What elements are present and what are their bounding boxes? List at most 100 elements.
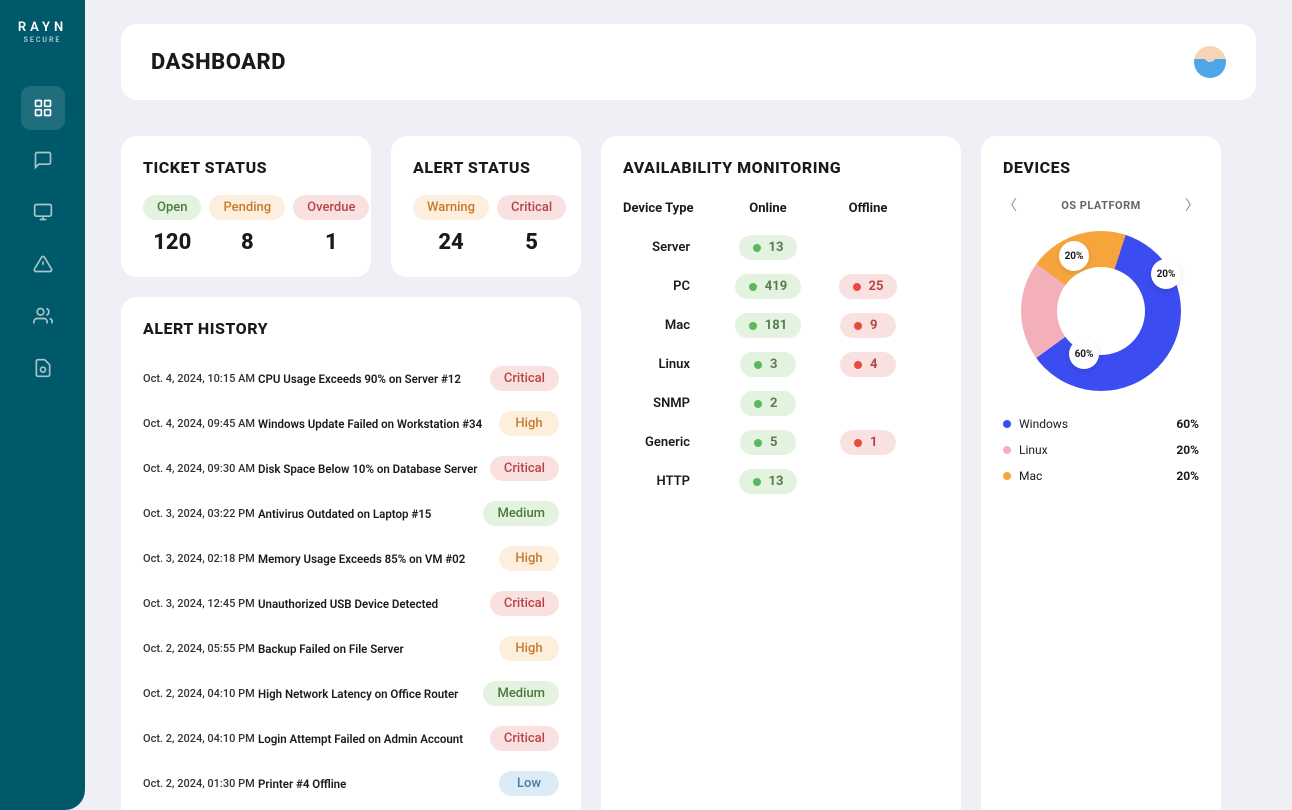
history-msg: High Network Latency on Office Router <box>258 687 483 701</box>
history-date: Oct. 4, 2024, 10:15 AM <box>143 372 258 385</box>
avail-head-online: Online <box>718 201 818 216</box>
avail-row-snmp: SNMP 2 <box>623 384 939 423</box>
legend-pct: 20% <box>1176 469 1199 483</box>
history-msg: CPU Usage Exceeds 90% on Server #12 <box>258 372 490 386</box>
online-pill: 181 <box>735 313 801 338</box>
legend-row-linux: Linux 20% <box>1003 437 1199 463</box>
history-severity: Low <box>499 771 559 796</box>
history-row[interactable]: Oct. 3, 2024, 03:22 PMAntivirus Outdated… <box>143 491 559 536</box>
online-pill: 3 <box>740 352 796 377</box>
alert-history-card: ALERT HISTORY Oct. 4, 2024, 10:15 AMCPU … <box>121 297 581 810</box>
brand-name: RAYN <box>18 20 67 36</box>
nav-document-icon[interactable] <box>21 346 65 390</box>
ticket-col-open: Open 120 <box>143 195 201 255</box>
history-row[interactable]: Oct. 3, 2024, 02:18 PMMemory Usage Excee… <box>143 536 559 581</box>
ticket-col-pending: Pending 8 <box>209 195 285 255</box>
ticket-col-overdue: Overdue1 <box>293 195 369 255</box>
donut-bubble: 20% <box>1059 241 1089 271</box>
dot-offline-icon <box>854 439 862 447</box>
history-row[interactable]: Oct. 2, 2024, 01:30 PMPrinter #4 Offline… <box>143 761 559 806</box>
legend-pct: 20% <box>1176 443 1199 457</box>
nav-monitor-icon[interactable] <box>21 190 65 234</box>
online-pill: 419 <box>735 274 801 299</box>
history-row[interactable]: Oct. 4, 2024, 09:30 AMDisk Space Below 1… <box>143 446 559 491</box>
ticket-value: 120 <box>153 230 191 255</box>
donut-ring <box>1021 231 1181 391</box>
legend-row-windows: Windows 60% <box>1003 411 1199 437</box>
avail-type: Server <box>623 240 718 255</box>
ticket-status-title: TICKET STATUS <box>143 158 349 177</box>
ticket-label: Overdue <box>293 195 369 220</box>
history-row[interactable]: Oct. 2, 2024, 04:10 PMLogin Attempt Fail… <box>143 716 559 761</box>
history-date: Oct. 2, 2024, 04:10 PM <box>143 732 258 745</box>
alert-status-title: ALERT STATUS <box>413 158 559 177</box>
offline-pill: 9 <box>840 313 896 338</box>
legend-label: Linux <box>1019 443 1048 457</box>
availability-title: AVAILABILITY MONITORING <box>623 158 939 177</box>
chart-next-icon[interactable]: 〉 <box>1185 195 1199 215</box>
avatar[interactable] <box>1194 46 1226 78</box>
availability-header: Device Type Online Offline <box>623 195 939 228</box>
ticket-value: 8 <box>241 230 254 255</box>
dot-online-icon <box>749 322 757 330</box>
offline-pill: 25 <box>839 274 898 299</box>
offline-pill: 1 <box>840 430 896 455</box>
devices-card: DEVICES 〈 OS PLATFORM 〉 20%20%60% Window… <box>981 136 1221 810</box>
history-msg: Windows Update Failed on Workstation #34 <box>258 417 499 431</box>
history-date: Oct. 2, 2024, 01:30 PM <box>143 777 258 790</box>
dot-online-icon <box>749 283 757 291</box>
nav-dashboard-icon[interactable] <box>21 86 65 130</box>
history-date: Oct. 3, 2024, 03:22 PM <box>143 507 258 520</box>
history-row[interactable]: Oct. 2, 2024, 05:55 PMBackup Failed on F… <box>143 626 559 671</box>
dot-offline-icon <box>854 322 862 330</box>
avail-row-linux: Linux34 <box>623 345 939 384</box>
alert-value: 5 <box>525 230 538 255</box>
history-row[interactable]: Oct. 4, 2024, 10:15 AMCPU Usage Exceeds … <box>143 356 559 401</box>
ticket-label: Open <box>143 195 201 220</box>
history-msg: Unauthorized USB Device Detected <box>258 597 490 611</box>
history-severity: Critical <box>490 456 559 481</box>
history-date: Oct. 4, 2024, 09:45 AM <box>143 417 258 430</box>
avail-type: HTTP <box>623 474 718 489</box>
history-row[interactable]: Oct. 2, 2024, 04:10 PMHigh Network Laten… <box>143 671 559 716</box>
avail-type: PC <box>623 279 718 294</box>
page-title: DASHBOARD <box>151 50 286 75</box>
legend-dot-icon <box>1003 472 1011 480</box>
nav-team-icon[interactable] <box>21 294 65 338</box>
page-header: DASHBOARD <box>121 24 1256 100</box>
legend-pct: 60% <box>1176 417 1199 431</box>
dot-online-icon <box>754 361 762 369</box>
alert-label: Warning <box>413 195 489 220</box>
donut-bubble: 20% <box>1151 259 1181 289</box>
history-severity: Critical <box>490 591 559 616</box>
avail-head-type: Device Type <box>623 201 718 216</box>
avail-row-generic: Generic51 <box>623 423 939 462</box>
avail-row-pc: PC 419 25 <box>623 267 939 306</box>
availability-card: AVAILABILITY MONITORING Device Type Onli… <box>601 136 961 810</box>
history-date: Oct. 3, 2024, 12:45 PM <box>143 597 258 610</box>
history-severity: High <box>499 546 559 571</box>
history-row[interactable]: Oct. 4, 2024, 09:45 AMWindows Update Fai… <box>143 401 559 446</box>
ticket-status-card: TICKET STATUS Open 120 Pending 8 Overdue1 <box>121 136 371 277</box>
ticket-label: Pending <box>209 195 285 220</box>
alert-col-warning: Warning24 <box>413 195 489 255</box>
avail-type: Linux <box>623 357 718 372</box>
online-pill: 5 <box>740 430 796 455</box>
history-date: Oct. 3, 2024, 02:18 PM <box>143 552 258 565</box>
avail-type: Mac <box>623 318 718 333</box>
avail-type: SNMP <box>623 396 718 411</box>
nav-alerts-icon[interactable] <box>21 242 65 286</box>
history-msg: Disk Space Below 10% on Database Server <box>258 462 490 476</box>
history-date: Oct. 2, 2024, 05:55 PM <box>143 642 258 655</box>
history-row[interactable]: Oct. 3, 2024, 12:45 PMUnauthorized USB D… <box>143 581 559 626</box>
brand-logo: RAYN SECURE <box>18 20 67 44</box>
history-msg: Login Attempt Failed on Admin Account <box>258 732 490 746</box>
online-pill: 2 <box>740 391 796 416</box>
sidebar: RAYN SECURE <box>0 0 85 810</box>
alert-col-critical: Critical5 <box>497 195 566 255</box>
nav-chat-icon[interactable] <box>21 138 65 182</box>
chart-prev-icon[interactable]: 〈 <box>1003 195 1017 215</box>
donut-chart: 20%20%60% <box>1021 231 1181 391</box>
dot-online-icon <box>754 400 762 408</box>
legend-label: Windows <box>1019 417 1068 431</box>
